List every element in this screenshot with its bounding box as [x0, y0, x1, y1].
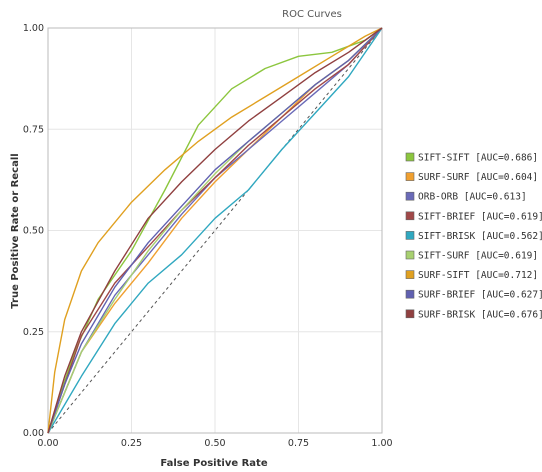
- legend-entry: SIFT-SIFT [AUC=0.686]: [418, 153, 538, 164]
- legend-swatch: [405, 289, 415, 299]
- series-line-4: [47, 27, 383, 434]
- x-tick-label: 0.00: [37, 438, 58, 449]
- y-tick-label: 0.50: [23, 226, 44, 237]
- legend-entry: SIFT-BRIEF [AUC=0.619]: [418, 211, 542, 222]
- y-tick-label: 0.00: [23, 428, 44, 439]
- y-tick-labels: 0.00 0.25 0.50 0.75 1.00: [23, 23, 44, 439]
- y-tick-label: 0.75: [23, 124, 44, 135]
- series-line-7: [47, 27, 383, 434]
- legend-entry: SIFT-BRISK [AUC=0.562]: [418, 231, 542, 242]
- x-tick-label: 1.00: [371, 438, 392, 449]
- y-tick-label: 1.00: [23, 23, 44, 34]
- series-line-9: [47, 27, 383, 434]
- y-tick-label: 0.25: [23, 327, 44, 338]
- chart-title: ROC Curves: [282, 9, 342, 20]
- legend-entry: SURF-SIFT [AUC=0.712]: [418, 270, 538, 281]
- series-lines: [47, 27, 383, 434]
- x-tick-label: 0.75: [288, 438, 309, 449]
- legend-swatch: [405, 309, 415, 319]
- series-line-1: [47, 27, 383, 434]
- legend-entry: SURF-SURF [AUC=0.604]: [418, 172, 538, 183]
- legend-swatch: [405, 211, 415, 221]
- legend-entry: SURF-BRIEF [AUC=0.627]: [418, 290, 542, 301]
- legend-entry: ORB-ORB [AUC=0.613]: [418, 192, 527, 203]
- legend: SIFT-SIFT [AUC=0.686] SURF-SURF [AUC=0.60…: [405, 152, 542, 320]
- y-axis-label: True Positive Rate or Recall: [10, 153, 21, 308]
- legend-swatch: [405, 250, 415, 260]
- legend-swatch: [405, 172, 415, 181]
- x-tick-label: 0.50: [204, 438, 225, 449]
- legend-swatch: [405, 191, 415, 201]
- legend-entry: SURF-BRISK [AUC=0.676]: [418, 309, 542, 320]
- plot-frame: [47, 27, 383, 434]
- legend-swatch: [405, 231, 415, 240]
- x-tick-labels: 0.00 0.25 0.50 0.75 1.00: [37, 438, 392, 449]
- x-axis-label: False Positive Rate: [160, 458, 267, 469]
- legend-entry: SIFT-SURF [AUC=0.619]: [418, 251, 538, 262]
- legend-swatch: [405, 270, 415, 279]
- series-line-8: [47, 27, 383, 434]
- series-line-5: [47, 27, 383, 434]
- legend-swatch: [405, 152, 415, 162]
- x-tick-label: 0.25: [121, 438, 142, 449]
